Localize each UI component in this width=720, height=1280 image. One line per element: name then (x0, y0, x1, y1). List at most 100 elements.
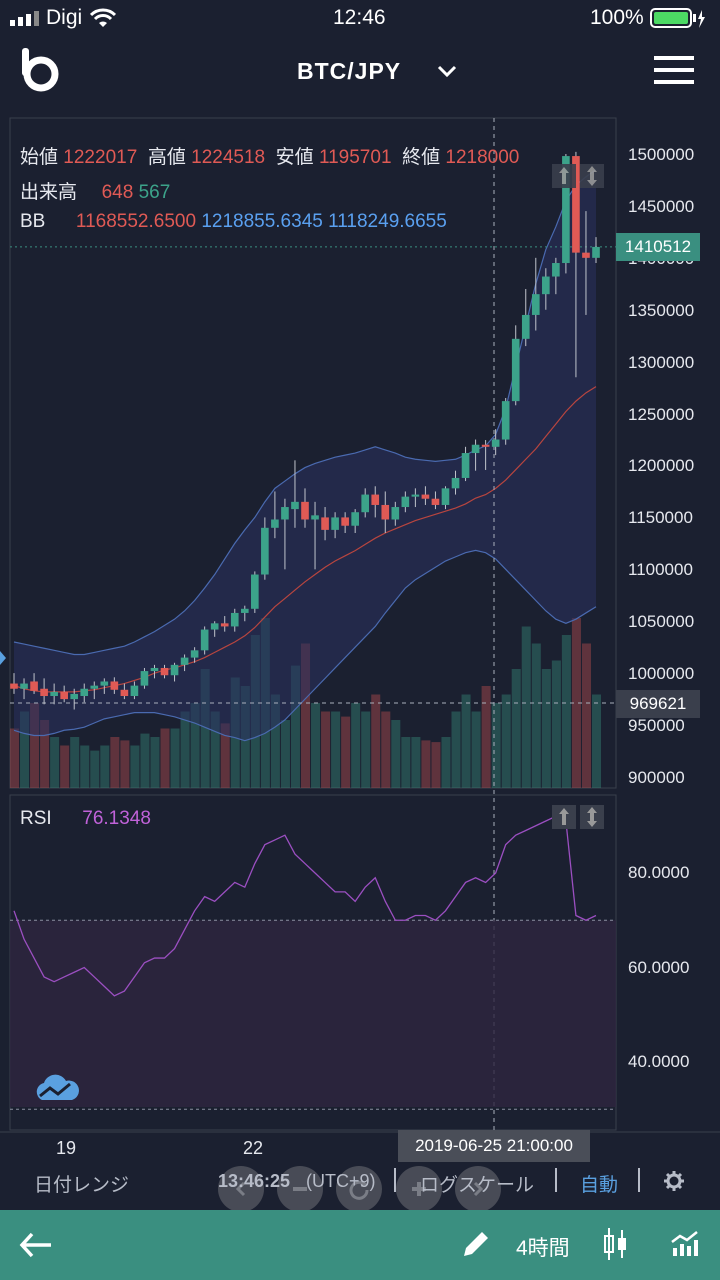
log-scale-button[interactable]: ログスケール (420, 1175, 535, 1196)
volume-bar (30, 703, 40, 788)
candle-body (190, 650, 199, 658)
candle-body (271, 519, 279, 528)
volume-bar (200, 669, 210, 788)
volume-bar (270, 694, 280, 788)
candle-body (411, 494, 420, 497)
candle-body (301, 501, 309, 520)
timezone-label: (UTC+9) (306, 1171, 376, 1191)
volume-bar (541, 669, 551, 788)
volume-bar (491, 703, 501, 788)
candle-body (60, 691, 68, 700)
expand-icon[interactable] (552, 805, 576, 829)
candle-body (311, 515, 319, 520)
candle-body (291, 501, 299, 510)
price-tick: 1250000 (628, 405, 695, 424)
candle-body (521, 314, 530, 339)
left-edge-marker (0, 651, 6, 665)
candle-body (70, 693, 79, 700)
high-label: 高値 (147, 147, 186, 168)
rsi-value: 76.1348 (82, 808, 151, 829)
price-tick: 1500000 (628, 145, 695, 164)
interval-selector[interactable]: 4時間 (516, 1237, 570, 1260)
chart-area[interactable]: 始値 1222017 高値 1224518 安値 1195701 終値 1218… (0, 110, 720, 1212)
candle-body (431, 498, 440, 505)
reset-button[interactable] (336, 1166, 382, 1212)
scroll-right-button[interactable] (455, 1166, 501, 1212)
volume-bar (431, 742, 441, 788)
volume-bar (451, 711, 461, 788)
price-chart[interactable] (0, 110, 720, 1210)
candle-body (80, 688, 89, 697)
pencil-icon[interactable] (460, 1228, 492, 1265)
gear-icon[interactable] (663, 1170, 685, 1197)
expand-icon[interactable] (552, 164, 576, 188)
volume-bar (300, 643, 311, 788)
candle-body (170, 664, 179, 676)
bb-lower-line (13, 549, 597, 742)
candle-body (100, 681, 109, 686)
rsi-tick: 60.0000 (628, 958, 690, 977)
volume-bar (170, 728, 180, 788)
candle-body (261, 527, 269, 575)
auto-scale-button[interactable]: 自動 (580, 1175, 619, 1196)
candle-body (542, 276, 550, 295)
candle-body (200, 629, 209, 651)
candle-body (391, 507, 400, 520)
volume-bar (140, 733, 150, 788)
date-range-button[interactable]: 日付レンジ (34, 1175, 130, 1196)
volume-bar (371, 694, 381, 788)
volume-bar (591, 694, 602, 788)
volume-bar (571, 618, 581, 788)
pair-title[interactable]: BTC/JPY (297, 58, 402, 84)
hamburger-menu-icon[interactable] (654, 54, 696, 91)
separator (638, 1168, 640, 1192)
scroll-left-button[interactable] (218, 1166, 264, 1212)
candle-body (381, 504, 390, 520)
back-arrow-icon[interactable] (18, 1230, 54, 1265)
volume-bar (551, 660, 561, 788)
candle-body (552, 263, 560, 277)
resize-icon[interactable] (580, 805, 604, 829)
volume-bar (461, 694, 471, 788)
resize-icon[interactable] (580, 164, 604, 188)
price-tick: 1000000 (628, 664, 695, 683)
candle-body (531, 294, 540, 315)
volume-bar (70, 737, 80, 788)
indicator-icon[interactable] (670, 1228, 700, 1263)
open-label: 始値 (20, 147, 59, 168)
volume-bar (100, 745, 110, 788)
cloud-chart-icon[interactable] (32, 1072, 80, 1107)
zoom-out-button[interactable] (277, 1166, 323, 1212)
volume-bar (321, 711, 331, 788)
candle-body (501, 401, 510, 440)
candle-body (140, 671, 149, 686)
bb-upper-value: 1218855.6345 (201, 211, 323, 232)
candlestick-icon[interactable] (603, 1226, 629, 1267)
bb-upper-line (13, 169, 597, 656)
bitbank-logo-icon[interactable] (20, 48, 60, 97)
volume-bar (220, 723, 230, 788)
candle-body (220, 623, 229, 627)
clock-display: 13:46:25 (218, 1171, 291, 1191)
candle-body (180, 657, 189, 665)
x-tick: 19 (56, 1138, 77, 1158)
volume-legend: 出来高 648 567 (20, 177, 170, 204)
volume-bar (160, 728, 170, 788)
zoom-in-button[interactable] (396, 1166, 442, 1212)
price-tick: 1150000 (628, 508, 693, 527)
bb-legend: BB 1168552.6500 1218855.6345 1118249.665… (20, 211, 447, 233)
chevron-down-icon[interactable] (436, 64, 458, 85)
app-header: BTC/JPY (0, 36, 720, 110)
battery-percent: 100% (590, 6, 644, 29)
candle-body (90, 685, 99, 689)
ohlc-legend: 始値 1222017 高値 1224518 安値 1195701 終値 1218… (20, 142, 519, 169)
candle-body (40, 688, 48, 697)
price-pane-frame (9, 117, 617, 789)
volume-sell-value: 648 (101, 182, 134, 203)
x-tick: 22 (243, 1138, 264, 1158)
volume-bar (381, 711, 391, 788)
signal-icon (10, 10, 42, 31)
cursor-time-tag: 2019-06-25 21:00:00 (398, 1130, 590, 1162)
candle-body (120, 689, 129, 697)
bb-mid-value: 1168552.6500 (75, 211, 197, 232)
